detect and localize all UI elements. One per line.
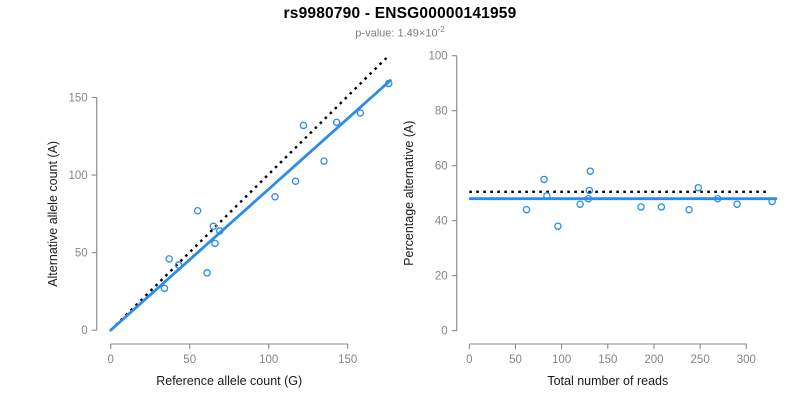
x-tick-label: 250 <box>691 354 710 366</box>
x-tick-label: 50 <box>509 354 522 366</box>
x-axis-title: Total number of reads <box>547 374 668 388</box>
data-point <box>193 206 202 215</box>
y-tick-label: 20 <box>435 271 448 283</box>
data-point <box>356 109 365 117</box>
data-point <box>554 222 562 230</box>
x-tick-label: 300 <box>737 354 756 366</box>
regression-fit-line <box>109 79 392 332</box>
x-tick-label: 100 <box>552 354 571 366</box>
data-point <box>332 118 341 127</box>
data-point <box>209 222 218 231</box>
chart-allele-counts: 0 50 100 150 0 50 100 150 Reference allele count… <box>46 54 393 388</box>
y-tick-label: 0 <box>441 326 447 338</box>
data-point <box>215 227 224 235</box>
x-tick-label: 0 <box>107 354 113 366</box>
y-tick-label: 60 <box>435 161 448 173</box>
data-point <box>637 203 645 211</box>
y-tick-label: 100 <box>429 51 448 63</box>
x-tick-label: 200 <box>644 354 663 366</box>
y-axis-title: Percentage alternative (A) <box>402 121 416 266</box>
y-tick-label: 40 <box>435 216 448 228</box>
data-point <box>540 175 548 184</box>
data-point <box>576 200 584 208</box>
x-tick-label: 50 <box>183 354 196 366</box>
data-point <box>733 200 741 208</box>
data-point <box>586 167 595 175</box>
data-point <box>585 186 594 195</box>
data-point <box>271 193 279 201</box>
chart-percentage-vs-total-reads: 0 50 100 150 200 250 300 0 20 40 60 80 100 Total numb… <box>402 51 778 388</box>
data-point <box>291 177 300 186</box>
data-point <box>584 194 593 203</box>
data-point <box>385 79 393 88</box>
y-tick-label: 150 <box>69 93 88 105</box>
data-point <box>174 261 183 269</box>
data-point <box>165 255 173 263</box>
data-point <box>694 183 703 192</box>
figure-title: rs9980790 - ENSG00000141959 <box>283 5 517 22</box>
data-point <box>768 197 776 206</box>
x-tick-label: 150 <box>598 354 617 366</box>
pvalue-label: p-value: 1.49×10 <box>355 27 438 40</box>
y-tick-label: 0 <box>81 325 87 337</box>
identity-dotted-line <box>109 54 390 332</box>
data-point <box>657 203 666 211</box>
x-tick-label: 0 <box>466 354 472 366</box>
pvalue-exponent: -2 <box>437 25 445 34</box>
data-point <box>713 194 722 203</box>
x-axis-title: Reference allele count (G) <box>156 374 302 388</box>
data-point <box>299 121 308 130</box>
data-point <box>211 239 219 248</box>
x-tick-label: 150 <box>338 354 357 366</box>
data-point <box>203 269 211 277</box>
data-point <box>522 205 531 214</box>
data-point <box>160 284 169 293</box>
x-tick-label: 100 <box>259 354 278 366</box>
data-point <box>543 192 551 200</box>
data-point <box>320 157 328 165</box>
y-tick-label: 80 <box>435 106 448 118</box>
data-point <box>685 205 693 214</box>
y-axis-title: Alternative allele count (A) <box>46 141 60 287</box>
figure-subtitle: p-value: 1.49×10-2 <box>0 25 800 40</box>
y-tick-label: 100 <box>69 170 88 182</box>
y-tick-label: 50 <box>75 248 88 260</box>
